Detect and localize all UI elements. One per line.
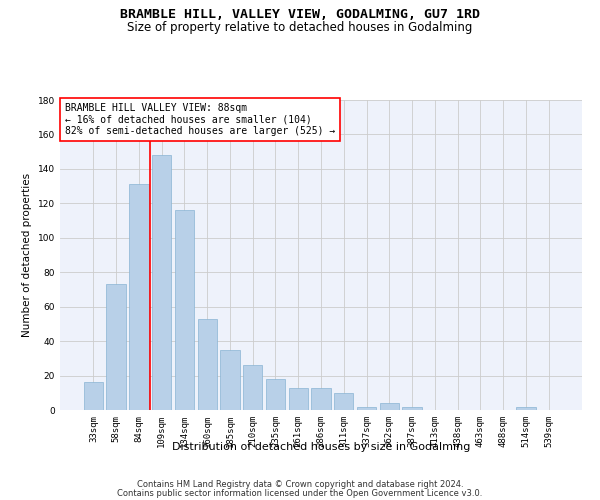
- Bar: [84, 382, 103, 410]
- Bar: [243, 365, 262, 410]
- Bar: [311, 388, 331, 410]
- Bar: [197, 318, 217, 410]
- Bar: [266, 379, 285, 410]
- Bar: [175, 210, 194, 410]
- Text: BRAMBLE HILL VALLEY VIEW: 88sqm
← 16% of detached houses are smaller (104)
82% o: BRAMBLE HILL VALLEY VIEW: 88sqm ← 16% of…: [65, 103, 335, 136]
- Bar: [129, 184, 149, 410]
- Text: Contains public sector information licensed under the Open Government Licence v3: Contains public sector information licen…: [118, 489, 482, 498]
- Bar: [106, 284, 126, 410]
- Text: Size of property relative to detached houses in Godalming: Size of property relative to detached ho…: [127, 21, 473, 34]
- Text: Contains HM Land Registry data © Crown copyright and database right 2024.: Contains HM Land Registry data © Crown c…: [137, 480, 463, 489]
- Bar: [357, 406, 376, 410]
- Bar: [289, 388, 308, 410]
- Bar: [380, 403, 399, 410]
- Y-axis label: Number of detached properties: Number of detached properties: [22, 173, 32, 337]
- Text: BRAMBLE HILL, VALLEY VIEW, GODALMING, GU7 1RD: BRAMBLE HILL, VALLEY VIEW, GODALMING, GU…: [120, 8, 480, 20]
- Bar: [516, 406, 536, 410]
- Bar: [334, 393, 353, 410]
- Text: Distribution of detached houses by size in Godalming: Distribution of detached houses by size …: [172, 442, 470, 452]
- Bar: [220, 350, 239, 410]
- Bar: [403, 406, 422, 410]
- Bar: [152, 155, 172, 410]
